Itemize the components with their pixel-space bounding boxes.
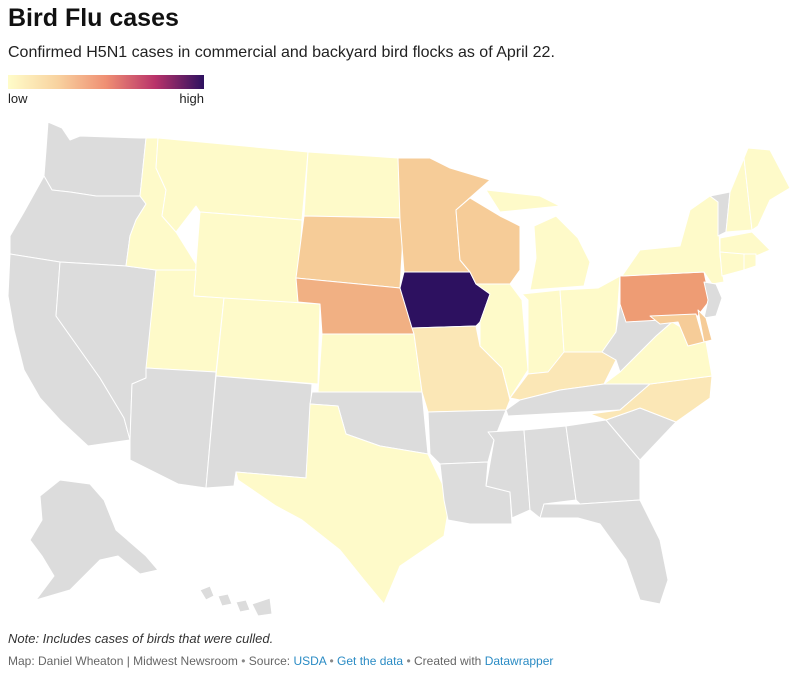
chart-title: Bird Flu cases (8, 4, 179, 32)
color-legend: low high (8, 75, 204, 107)
state-arizona[interactable]: Arizona (129, 367, 217, 489)
state-south-dakota[interactable]: South Dakota (295, 215, 405, 289)
state-colorado[interactable]: Colorado (215, 297, 321, 385)
state-connecticut[interactable]: Connecticut (719, 251, 745, 277)
state-wyoming[interactable]: Wyoming (193, 211, 303, 305)
state-vermont[interactable]: Vermont (709, 191, 731, 237)
state-montana[interactable]: Montana (155, 137, 309, 233)
state-kansas[interactable]: Kansas (317, 333, 423, 393)
state-maryland[interactable]: Maryland (649, 313, 705, 347)
legend-gradient-bar (8, 75, 204, 89)
state-alaska[interactable]: Alaska (29, 479, 159, 601)
datawrapper-link[interactable]: Datawrapper (484, 654, 554, 668)
map-credit: Map: Daniel Wheaton | Midwest Newsroom (8, 654, 238, 668)
legend-high-label: high (179, 91, 204, 106)
source-label: Source: (248, 654, 291, 668)
state-wisconsin[interactable]: Wisconsin (455, 197, 521, 285)
chart-subtitle: Confirmed H5N1 cases in commercial and b… (8, 44, 555, 61)
legend-low-label: low (8, 91, 28, 106)
state-missouri[interactable]: Missouri (411, 325, 511, 413)
state-north-carolina[interactable]: North Carolina (589, 375, 713, 423)
state-florida[interactable]: Florida (539, 499, 669, 605)
state-new-jersey[interactable]: New Jersey (703, 281, 723, 319)
created-with-label: Created with (413, 654, 482, 668)
state-maine[interactable]: Maine (743, 147, 791, 231)
state-hawaii[interactable]: Hawaii (199, 585, 273, 617)
state-delaware[interactable]: Delaware (697, 309, 713, 343)
state-michigan[interactable]: Michigan (485, 189, 591, 291)
state-rhode-island[interactable]: Rhode Island (743, 253, 757, 271)
us-choropleth-map[interactable]: WashingtonOregonCaliforniaNevadaIdahoMon… (0, 110, 800, 620)
state-new-mexico[interactable]: New Mexico (205, 375, 313, 489)
source-link-usda[interactable]: USDA (293, 654, 327, 668)
state-north-dakota[interactable]: North Dakota (303, 151, 405, 219)
chart-note: Note: Includes cases of birds that were … (8, 631, 274, 646)
get-the-data-link[interactable]: Get the data (337, 654, 404, 668)
chart-footer: Map: Daniel Wheaton | Midwest Newsroom •… (8, 654, 554, 668)
state-louisiana[interactable]: Louisiana (439, 461, 513, 525)
state-illinois[interactable]: Illinois (475, 283, 529, 399)
state-new-york[interactable]: New York (621, 195, 725, 285)
state-massachusetts[interactable]: Massachusetts (719, 231, 771, 257)
state-washington[interactable]: Washington (43, 121, 147, 197)
state-texas[interactable]: Texas (235, 403, 451, 605)
